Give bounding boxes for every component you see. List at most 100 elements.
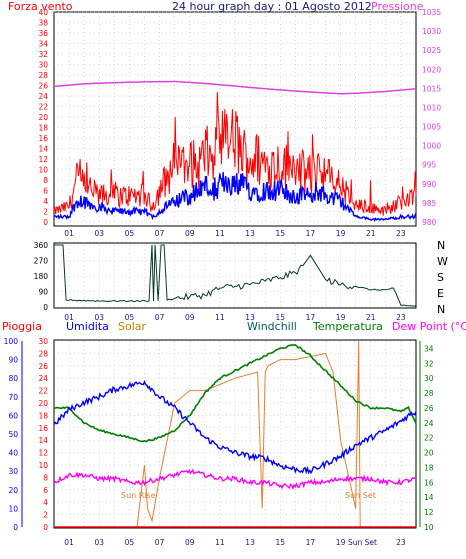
humidity-tick-label: 60 <box>8 411 18 420</box>
wind-speed-tick-label: 38 <box>38 19 48 28</box>
humidity-tick-label: 50 <box>8 430 18 439</box>
pressure-tick-label: 1025 <box>422 46 441 55</box>
humidity-tick-label: 20 <box>8 486 18 495</box>
temperature-tick-label: 20 <box>424 449 434 458</box>
wind-speed-tick-label: 40 <box>38 8 48 17</box>
wind-x-tick-label: 07 <box>155 229 165 238</box>
wind-speed-tick-label: 14 <box>38 145 48 154</box>
humidity-tick-label: 0 <box>13 523 18 532</box>
temperature-tick-label: 34 <box>424 344 434 353</box>
pressure-tick-label: 990 <box>422 180 437 189</box>
humidity-title: Umidita <box>66 320 109 333</box>
rain-tick-label: 10 <box>38 461 48 470</box>
weather-x-tick-label: 11 <box>215 538 225 547</box>
weather-x-tick-label: 09 <box>185 538 195 547</box>
wind-speed-tick-label: 36 <box>38 29 48 38</box>
direction-x-tick-label: 03 <box>94 313 104 322</box>
temperature-tick-label: 32 <box>424 359 434 368</box>
temperature-tick-label: 30 <box>424 374 434 383</box>
solar-line <box>54 340 416 528</box>
wind-speed-tick-label: 32 <box>38 50 48 59</box>
temperature-tick-label: 22 <box>424 434 434 443</box>
weather-panel-frame <box>53 339 417 529</box>
weather-x-tick-label: 01 <box>64 538 74 547</box>
dewpoint-title: Dew Point (°C) <box>392 320 466 333</box>
windchill-title: Windchill <box>247 320 297 333</box>
humidity-tick-label: 80 <box>8 374 18 383</box>
wind-speed-tick-label: 10 <box>38 166 48 175</box>
direction-x-tick-label: 01 <box>64 313 74 322</box>
wind-x-tick-label: 05 <box>125 229 135 238</box>
rain-tick-label: 14 <box>38 436 48 445</box>
direction-tick-label: 270 <box>34 257 49 266</box>
direction-tick-label: 180 <box>34 272 49 281</box>
wind-x-tick-label: 09 <box>185 229 195 238</box>
wind-speed-tick-label: 22 <box>38 103 48 112</box>
humidity-tick-label: 90 <box>8 356 18 365</box>
weather-x-tick-label: 13 <box>245 538 255 547</box>
wind-x-tick-label: 23 <box>396 229 406 238</box>
weather-x-tick-label: 15 <box>275 538 285 547</box>
direction-tick-label: 0 <box>43 303 48 312</box>
pressure-tick-label: 1030 <box>422 27 441 36</box>
rain-tick-label: 24 <box>38 374 48 383</box>
rain-tick-label: 6 <box>43 486 48 495</box>
axis-layer: 0246810121416182022242628303234363840980… <box>4 8 442 547</box>
wind-speed-tick-label: 20 <box>38 113 48 122</box>
direction-tick-label: 90 <box>38 288 48 297</box>
compass-label-w: W <box>437 255 448 268</box>
wind-speed-axis-title: Forza vento <box>8 0 73 13</box>
direction-x-tick-label: 05 <box>125 313 135 322</box>
dewpoint-line <box>53 468 417 490</box>
wind-x-tick-label: 17 <box>306 229 316 238</box>
pressure-tick-label: 1000 <box>422 142 441 151</box>
rain-tick-label: 30 <box>38 337 48 346</box>
humidity-line <box>53 380 417 475</box>
wind-speed-tick-label: 26 <box>38 82 48 91</box>
wind-speed-tick-label: 18 <box>38 124 48 133</box>
sun-set-tick-label: Sun Set <box>348 538 377 547</box>
compass-label-e: E <box>437 287 444 300</box>
temperature-tick-label: 14 <box>424 493 434 502</box>
pressure-tick-label: 985 <box>422 199 437 208</box>
sun-set-annotation: Sun Set <box>345 491 376 500</box>
wind-gust-line <box>53 92 417 216</box>
direction-x-tick-label: 17 <box>306 313 316 322</box>
chart-title: 24 hour graph day : 01 Agosto 2012 <box>172 0 372 13</box>
pressure-tick-label: 995 <box>422 161 437 170</box>
pressure-tick-label: 1035 <box>422 8 441 17</box>
temperature-line <box>53 343 417 443</box>
series-layer <box>53 80 417 528</box>
temperature-tick-label: 24 <box>424 419 434 428</box>
compass-label-n-top: N <box>437 239 445 252</box>
sun-rise-annotation: Sun Rise <box>121 491 156 500</box>
humidity-tick-label: 70 <box>8 393 18 402</box>
wind-speed-tick-label: 30 <box>38 61 48 70</box>
pressure-axis-title: Pressione <box>371 0 424 13</box>
direction-x-tick-label: 11 <box>215 313 225 322</box>
wind-speed-tick-label: 2 <box>43 208 48 217</box>
temperature-tick-label: 28 <box>424 389 434 398</box>
wind-x-tick-label: 19 <box>336 229 346 238</box>
humidity-tick-label: 30 <box>8 467 18 476</box>
direction-x-tick-label: 07 <box>155 313 165 322</box>
rain-tick-label: 12 <box>38 449 48 458</box>
pressure-tick-label: 980 <box>422 218 437 227</box>
wind-speed-tick-label: 12 <box>38 155 48 164</box>
temperature-tick-label: 18 <box>424 463 434 472</box>
temperature-tick-label: 26 <box>424 404 434 413</box>
rain-tick-label: 18 <box>38 411 48 420</box>
direction-x-tick-label: 23 <box>396 313 406 322</box>
pressure-tick-label: 1020 <box>422 65 441 74</box>
rain-tick-label: 16 <box>38 424 48 433</box>
solar-title: Solar <box>118 320 147 333</box>
humidity-tick-label: 40 <box>8 449 18 458</box>
wind-speed-tick-label: 28 <box>38 71 48 80</box>
pressure-tick-label: 1010 <box>422 103 441 112</box>
pressure-tick-label: 1015 <box>422 84 441 93</box>
compass-label-n-bottom: N <box>437 303 445 316</box>
direction-x-tick-label: 15 <box>275 313 285 322</box>
weather-x-tick-label: 23 <box>396 538 406 547</box>
wind-speed-tick-label: 8 <box>43 176 48 185</box>
wind-x-tick-label: 11 <box>215 229 225 238</box>
